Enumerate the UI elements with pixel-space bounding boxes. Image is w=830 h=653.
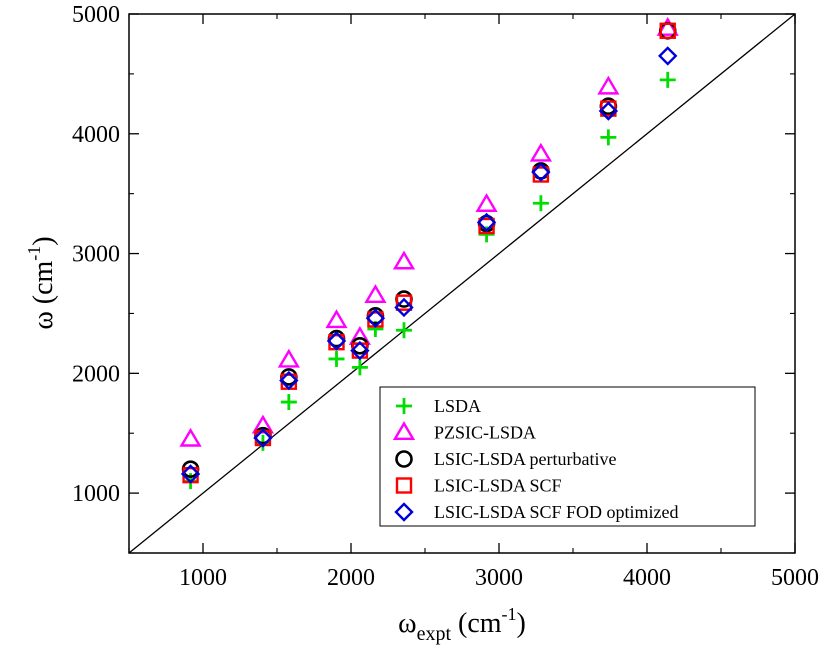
legend-label: PZSIC-LSDA (434, 423, 536, 443)
data-point (394, 297, 414, 318)
data-point (364, 284, 387, 303)
legend: LSDA PZSIC-LSDA LSIC-LSDA perturbative LSIC… (379, 386, 756, 527)
legend-marker (395, 450, 413, 468)
legend-label: LSIC-LSDA perturbative (434, 449, 616, 469)
data-point (532, 195, 549, 212)
data-point (600, 129, 617, 146)
y-axis-title: ω (cm-1) (24, 236, 59, 329)
x-tick-label: 2000 (327, 565, 375, 591)
data-point (392, 250, 416, 270)
axis-ticks: 1000 2000 3000 4000 5000 1000 2000 3000 4000 5000 (72, 2, 819, 591)
data-point (328, 350, 345, 367)
data-point (531, 162, 551, 182)
data-point (529, 142, 552, 162)
data-point (277, 348, 300, 368)
x-tick-label: 5000 (771, 565, 819, 591)
data-point (180, 464, 201, 484)
data-point (395, 294, 413, 311)
data-point (659, 22, 676, 39)
data-point (179, 427, 202, 447)
data-point (280, 394, 297, 411)
plot-area: 1000 2000 3000 4000 5000 1000 2000 3000 4000 5000 (72, 2, 819, 591)
y-tick-label: 3000 (72, 242, 120, 268)
x-axis-title: ωexpt (cm-1) (398, 604, 526, 645)
data-point (658, 21, 677, 40)
legend-label: LSIC-LSDA SCF FOD optimized (434, 502, 679, 522)
data-point (365, 308, 386, 328)
data-marks (179, 17, 679, 490)
data-point (251, 414, 275, 434)
data-point (253, 428, 273, 448)
data-point (478, 217, 495, 235)
data-point (279, 370, 299, 391)
series-1 (182, 71, 676, 490)
data-point (658, 46, 678, 66)
data-point (475, 193, 498, 212)
x-tick-label: 3000 (475, 565, 523, 591)
reference-line (128, 13, 796, 554)
x-tick-label: 4000 (623, 565, 671, 591)
y-tick-label: 2000 (72, 361, 120, 387)
data-point (325, 309, 348, 329)
plot-frame (128, 13, 796, 554)
legend-marker (395, 477, 413, 494)
x-tick-label: 1000 (179, 565, 227, 591)
legend-label: LSIC-LSDA SCF (434, 476, 562, 496)
legend-marker (392, 421, 416, 440)
legend-box (379, 386, 756, 527)
data-point (351, 359, 368, 376)
legend-marker (396, 398, 412, 414)
data-point (350, 340, 370, 361)
data-point (659, 71, 676, 88)
data-point (476, 212, 497, 233)
data-point (598, 101, 619, 121)
data-point (395, 322, 412, 339)
reference-line-group (128, 13, 796, 554)
y-tick-label: 1000 (72, 481, 120, 507)
data-point (656, 17, 679, 36)
series-2 (179, 17, 679, 447)
data-point (597, 75, 620, 95)
data-point (326, 331, 347, 351)
y-tick-label: 4000 (72, 122, 120, 148)
data-point (351, 336, 369, 355)
series-5 (180, 46, 678, 484)
legend-marker (394, 502, 414, 522)
legend-label: LSDA (434, 396, 481, 416)
y-tick-label: 5000 (72, 2, 120, 28)
